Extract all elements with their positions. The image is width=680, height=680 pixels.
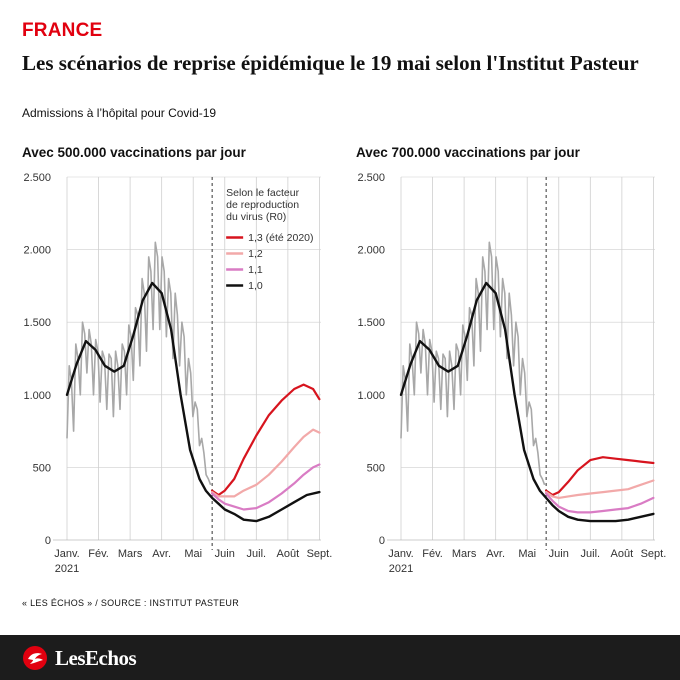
x-tick-label: Janv. <box>388 548 413 560</box>
x-year-label: 2021 <box>389 563 413 575</box>
legend-title-line: du virus (R0) <box>226 211 286 223</box>
series-line-r0-12 <box>544 479 655 499</box>
chart-panel-1: Avec 500.000 vaccinations par jour 0 500 1.… <box>22 145 332 575</box>
x-tick-label: Fév. <box>422 548 443 560</box>
charts-canvas: Avec 500.000 vaccinations par jour 0 500 1.… <box>22 145 666 575</box>
series-line-r0-11 <box>211 463 321 511</box>
panel-title: Avec 700.000 vaccinations par jour <box>356 145 581 160</box>
y-tick-label: 0 <box>379 535 385 547</box>
legend-label: 1,3 (été 2020) <box>248 232 313 244</box>
chart-panel-2: Avec 700.000 vaccinations par jour 0 500 1.… <box>356 145 666 575</box>
x-tick-label: Mai <box>518 548 536 560</box>
series-line-r0-13 <box>544 456 655 497</box>
les-echos-emblem-icon <box>23 646 47 670</box>
series-line-r0-10 <box>65 281 321 523</box>
legend-title-line: de reproduction <box>226 199 299 211</box>
x-tick-label: Fév. <box>88 548 109 560</box>
y-tick-label: 1.500 <box>23 317 51 329</box>
y-tick-label: 1.000 <box>23 390 51 402</box>
x-tick-label: Juil. <box>581 548 601 560</box>
legend-label: 1,0 <box>248 280 263 292</box>
brand-logo: LesEchos <box>22 645 137 671</box>
series-line-r0-13 <box>211 383 321 497</box>
x-tick-label: Mars <box>452 548 477 560</box>
y-tick-label: 500 <box>33 462 51 474</box>
y-tick-label: 500 <box>367 462 385 474</box>
y-tick-label: 0 <box>45 535 51 547</box>
legend-label: 1,2 <box>248 248 263 260</box>
y-tick-label: 1.500 <box>357 317 385 329</box>
y-tick-label: 1.000 <box>357 390 385 402</box>
legend-title-line: Selon le facteur <box>226 187 299 199</box>
series-line-r0-10 <box>399 281 655 523</box>
chart-title: Les scénarios de reprise épidémique le 1… <box>22 51 639 75</box>
source-note: « LES ÉCHOS » / SOURCE : INSTITUT PASTEU… <box>22 598 240 608</box>
observed-admissions-line <box>400 241 546 486</box>
y-tick-label: 2.000 <box>23 245 51 257</box>
chart-subtitle: Admissions à l’hôpital pour Covid-19 <box>22 106 217 120</box>
x-tick-label: Sept. <box>641 548 667 560</box>
x-year-label: 2021 <box>55 563 79 575</box>
legend-label: 1,1 <box>248 264 263 276</box>
section-tag: FRANCE <box>22 20 103 41</box>
x-tick-label: Août <box>277 548 300 560</box>
y-tick-label: 2.500 <box>23 172 51 184</box>
series-line-r0-11 <box>544 492 655 514</box>
panel-title: Avec 500.000 vaccinations par jour <box>22 145 247 160</box>
y-tick-label: 2.000 <box>357 245 385 257</box>
x-tick-label: Juin <box>215 548 235 560</box>
footer-bar: LesEchos <box>0 635 680 680</box>
series-line-r0-12 <box>211 428 321 498</box>
x-tick-label: Août <box>611 548 634 560</box>
x-tick-label: Avr. <box>152 548 171 560</box>
x-tick-label: Avr. <box>486 548 505 560</box>
y-tick-label: 2.500 <box>357 172 385 184</box>
x-tick-label: Juin <box>549 548 569 560</box>
x-tick-label: Juil. <box>247 548 267 560</box>
observed-admissions-line <box>66 241 212 486</box>
brand-logo-text: LesEchos <box>55 645 137 670</box>
x-tick-label: Janv. <box>54 548 79 560</box>
x-tick-label: Sept. <box>307 548 333 560</box>
x-tick-label: Mai <box>184 548 202 560</box>
x-tick-label: Mars <box>118 548 143 560</box>
